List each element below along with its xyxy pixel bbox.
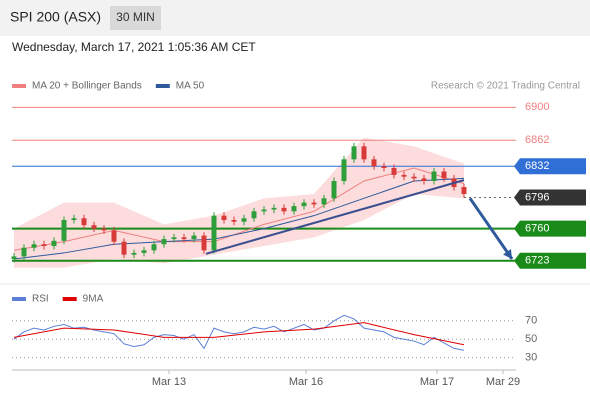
level-label: 6796 xyxy=(525,191,549,203)
candle-body xyxy=(241,218,247,222)
x-tick-label: Mar 16 xyxy=(289,376,323,388)
candle-body xyxy=(191,235,197,240)
candle-body xyxy=(401,174,407,177)
candle-body xyxy=(421,178,427,181)
header-bar xyxy=(0,0,590,36)
legend-label: RSI xyxy=(32,294,49,305)
credit: Research © 2021 Trading Central xyxy=(431,81,580,92)
level-label: 6900 xyxy=(525,101,549,113)
candle-body xyxy=(141,250,147,253)
candle-body xyxy=(171,237,177,240)
y-tick-label: 70 xyxy=(525,315,537,327)
candle-body xyxy=(341,159,347,181)
y-tick-label: 30 xyxy=(525,352,537,364)
candle-body xyxy=(71,218,77,220)
x-tick-label: Mar 29 xyxy=(486,376,520,388)
datetime: Wednesday, March 17, 2021 1:05:36 AM CET xyxy=(12,40,256,54)
legend-swatch xyxy=(12,84,26,88)
candle-body xyxy=(41,244,47,246)
candle-body xyxy=(411,176,417,179)
candle-body xyxy=(131,252,137,255)
candle-body xyxy=(321,198,327,205)
legend-label: MA 20 + Bollinger Bands xyxy=(32,81,142,92)
level-label: 6723 xyxy=(525,255,549,267)
candle-body xyxy=(201,235,207,251)
candle-body xyxy=(371,159,377,167)
arrow-head xyxy=(503,249,512,259)
candle-body xyxy=(281,207,287,212)
y-tick-label: 50 xyxy=(525,333,537,345)
candle-body xyxy=(231,220,237,222)
candle-body xyxy=(251,211,257,219)
level-label: 6862 xyxy=(525,134,549,146)
legend-swatch xyxy=(155,84,170,88)
candle-body xyxy=(391,168,397,175)
candle-body xyxy=(51,240,57,246)
candle-body xyxy=(21,247,27,257)
legend-label: MA 50 xyxy=(176,81,205,92)
bollinger-band xyxy=(14,137,464,268)
candle-body xyxy=(181,237,187,240)
candle-body xyxy=(291,206,297,212)
candle-body xyxy=(261,209,267,212)
candle-body xyxy=(121,241,127,255)
candle-body xyxy=(461,187,467,194)
candle-body xyxy=(271,207,277,210)
candle-body xyxy=(31,244,37,248)
x-tick-label: Mar 17 xyxy=(420,376,454,388)
candle-body xyxy=(331,181,337,199)
candle-body xyxy=(221,215,227,220)
candle-body xyxy=(351,146,357,160)
level-box xyxy=(514,252,586,269)
candle-body xyxy=(91,225,97,229)
candle-body xyxy=(311,202,317,205)
level-label: 6832 xyxy=(525,160,549,172)
candle-body xyxy=(381,166,387,168)
candle-body xyxy=(161,239,167,245)
x-tick-label: Mar 13 xyxy=(152,376,186,388)
symbol: SPI 200 (ASX) xyxy=(10,9,101,25)
ma-line xyxy=(13,177,465,260)
candle-body xyxy=(111,230,117,242)
interval[interactable]: 30 MIN xyxy=(116,10,155,24)
trendline xyxy=(205,179,465,255)
candle-body xyxy=(101,228,107,231)
candle-body xyxy=(441,171,447,179)
candle-body xyxy=(151,244,157,251)
legend-swatch xyxy=(62,297,77,301)
forecast-arrow xyxy=(468,197,514,260)
candle-body xyxy=(301,202,307,207)
candle-body xyxy=(431,171,437,181)
level-box xyxy=(514,189,586,206)
candle-body xyxy=(11,256,17,259)
level-box xyxy=(514,220,586,237)
level-box xyxy=(514,158,586,175)
interval-button[interactable] xyxy=(110,6,161,30)
candle-body xyxy=(61,220,67,241)
legend-label: 9MA xyxy=(83,294,104,305)
candle-body xyxy=(81,218,87,226)
legend-swatch xyxy=(12,297,26,301)
candle-body xyxy=(361,146,367,160)
level-label: 6760 xyxy=(525,223,549,235)
ma-line xyxy=(13,167,465,251)
indicator-line xyxy=(13,322,465,346)
candle-body xyxy=(211,215,217,251)
